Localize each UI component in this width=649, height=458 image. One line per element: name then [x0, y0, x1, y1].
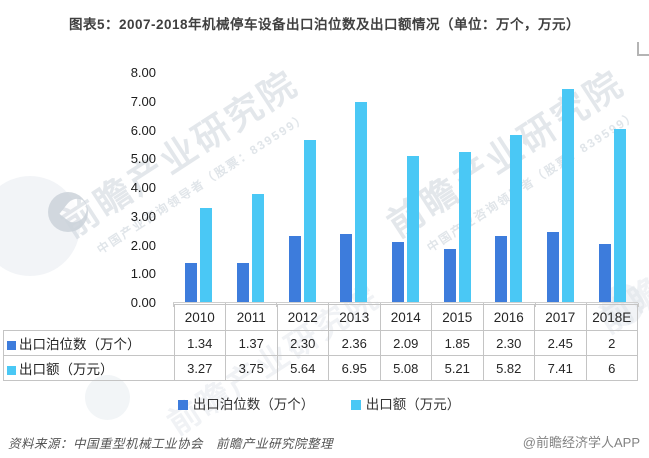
row-label-cell: 出口额（万元）: [3, 355, 175, 381]
table-value-cell: 2.45: [534, 330, 587, 356]
table-value-cell: 3.27: [173, 355, 226, 381]
table-value-cell: 5.08: [379, 355, 432, 381]
table-value-cell: 7.41: [534, 355, 587, 381]
y-axis-tick-label: 0.00: [130, 295, 156, 310]
page-title: 图表5：2007-2018年机械停车设备出口泊位数及出口额情况（单位：万个，万元…: [68, 17, 581, 32]
y-axis-tick-label: 3.00: [130, 208, 156, 224]
table-value-cell: 6: [585, 355, 638, 381]
bar-2017-series1: [562, 89, 574, 302]
bar-2014-series0: [392, 242, 404, 302]
bar-2015-series1: [459, 152, 471, 302]
bar-2014-series1: [407, 156, 419, 302]
legend-item-export-value: 出口额（万元）: [350, 393, 461, 413]
year-header-cell: 2015: [431, 304, 484, 331]
bar-2015-series0: [444, 249, 456, 302]
y-axis-tick-label: 7.00: [130, 93, 156, 109]
table-value-cell: 2.09: [379, 330, 432, 356]
legend-item-berths: 出口泊位数（万个）: [177, 393, 315, 413]
year-header-cell: 2018E: [585, 304, 638, 331]
data-source-note: 资料来源：中国重型机械工业协会 前瞻产业研究院整理: [8, 437, 334, 451]
year-header-cell: 2014: [379, 304, 432, 331]
bar-2011-series1: [252, 194, 264, 302]
bar-2013-series1: [355, 102, 367, 302]
plot-area: [173, 72, 639, 307]
table-value-cell: 6.95: [328, 355, 381, 381]
bar-2018E-series1: [614, 129, 626, 302]
y-axis-tick-label: 8.00: [130, 65, 156, 80]
year-header-cell: 2016: [482, 304, 535, 331]
table-value-cell: 3.75: [225, 355, 278, 381]
y-axis-tick-label: 1.00: [130, 266, 156, 282]
table-value-cell: 1.85: [431, 330, 484, 356]
bar-2012-series1: [304, 140, 316, 302]
table-value-cell: 5.21: [431, 355, 484, 381]
table-value-cell: 2.30: [482, 330, 535, 356]
year-header-cell: 2010: [173, 304, 226, 331]
table-value-cell: 5.64: [276, 355, 329, 381]
table-value-cell: 2: [585, 330, 638, 356]
legend-label: 出口泊位数（万个）: [192, 397, 315, 412]
y-axis-tick-label: 4.00: [130, 180, 156, 195]
year-header-cell: 2011: [225, 304, 278, 331]
legend: 出口泊位数（万个） 出口额（万元）: [0, 393, 638, 414]
table-value-cell: 1.34: [173, 330, 226, 356]
table-header-row: 2010 2011 2012 2013 2014 2015 2016 2017 2018E: [4, 304, 638, 331]
table-row: 出口额（万元） 3.27 3.75 5.64 6.95 5.08 5.21 5.82 7.41 6: [3, 355, 638, 381]
bar-2012-series0: [289, 236, 301, 302]
y-axis-tick-label: 2.00: [130, 237, 156, 253]
bar-2010-series0: [185, 263, 197, 302]
series-marker-icon: [7, 366, 16, 375]
legend-swatch-icon: [350, 400, 361, 410]
brand-logo-icon: [48, 192, 88, 232]
data-table: 2010 2011 2012 2013 2014 2015 2016 2017 2018E 出口…: [3, 304, 638, 381]
series-marker-icon: [7, 341, 16, 350]
x-axis-tick: [173, 303, 174, 307]
table-corner-cell: [4, 305, 175, 331]
legend-swatch-icon: [177, 400, 188, 410]
y-axis-tick-label: 5.00: [130, 151, 156, 167]
year-header-cell: 2017: [534, 304, 587, 331]
bar-2011-series0: [237, 263, 249, 302]
y-axis-tick-label: 6.00: [130, 122, 156, 138]
table-value-cell: 2.30: [276, 330, 329, 356]
bar-2018E-series0: [599, 244, 611, 302]
watermark-circle: [0, 176, 80, 276]
corner-bracket-icon: [637, 42, 649, 56]
bar-2017-series0: [547, 232, 559, 302]
row-label-cell: 出口泊位数（万个）: [3, 330, 175, 356]
credit-note: @前瞻经济学人APP: [522, 435, 640, 450]
table-value-cell: 1.37: [225, 330, 278, 356]
legend-label: 出口额（万元）: [365, 397, 461, 412]
table-row: 出口泊位数（万个） 1.34 1.37 2.30 2.36 2.09 1.85 2.30 2.4…: [3, 330, 638, 356]
table-value-cell: 5.82: [482, 355, 535, 381]
bar-2016-series1: [510, 135, 522, 302]
x-axis-tick: [638, 303, 639, 307]
bar-2013-series0: [340, 234, 352, 302]
bar-2010-series1: [200, 208, 212, 302]
year-header-cell: 2012: [276, 304, 329, 331]
table-value-cell: 2.36: [328, 330, 381, 356]
year-header-cell: 2013: [328, 304, 381, 331]
bar-2016-series0: [495, 236, 507, 302]
